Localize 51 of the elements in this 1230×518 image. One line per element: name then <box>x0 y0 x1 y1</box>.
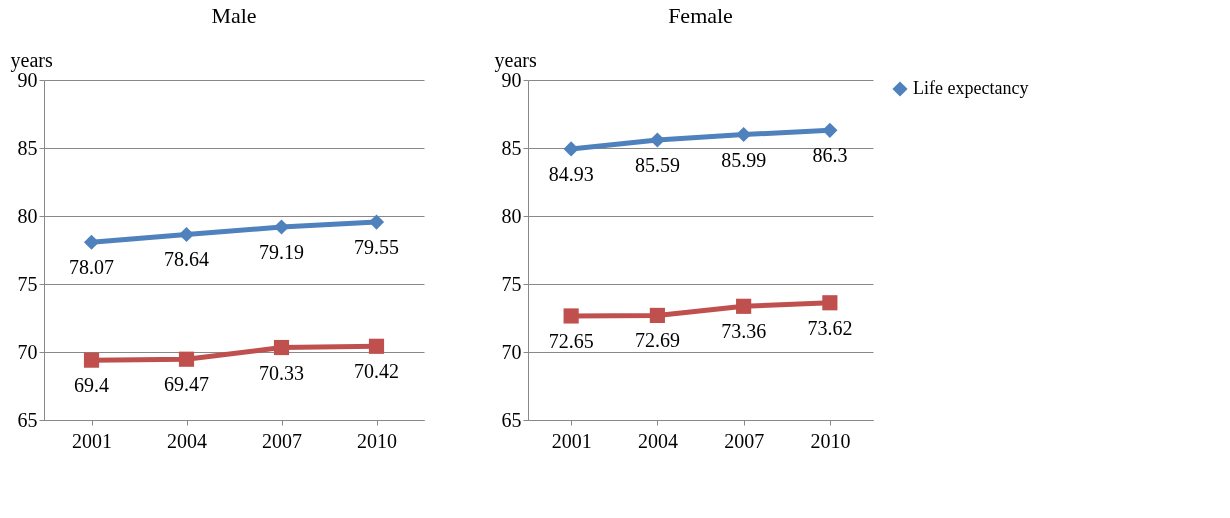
data-label: 78.07 <box>69 256 114 279</box>
x-tick-label: 2004 <box>637 429 678 452</box>
point <box>649 307 665 323</box>
y-tick-label: 80 <box>17 204 38 227</box>
data-label: 69.47 <box>164 373 209 396</box>
chart-title: Female <box>668 3 733 28</box>
point <box>178 351 195 367</box>
x-tick-label: 2004 <box>167 429 207 452</box>
point <box>83 352 100 368</box>
data-label: 70.42 <box>354 360 399 383</box>
data-label: 73.62 <box>807 316 853 339</box>
x-tick-label: 2001 <box>551 429 592 452</box>
point <box>822 122 838 138</box>
data-label: 79.55 <box>354 236 399 259</box>
y-tick-label: 85 <box>501 136 522 159</box>
y-tick-label: 80 <box>501 204 522 227</box>
x-tick-label: 2007 <box>262 429 302 452</box>
y-tick-label: 65 <box>17 408 38 431</box>
y-tick-label: 70 <box>501 340 522 363</box>
point <box>736 298 752 314</box>
x-tick-label: 2010 <box>810 429 851 452</box>
data-label: 72.69 <box>634 329 680 352</box>
legend-label: Life expectancy <box>913 78 1029 98</box>
point <box>563 141 579 157</box>
point <box>368 338 385 354</box>
data-label: 72.65 <box>548 329 594 352</box>
point <box>563 308 579 324</box>
data-label: 85.59 <box>634 153 680 176</box>
y-tick-label: 75 <box>17 272 38 295</box>
x-tick-label: 2001 <box>72 429 112 452</box>
data-label: 85.99 <box>721 148 767 171</box>
point <box>822 295 838 311</box>
x-tick-label: 2010 <box>357 429 397 452</box>
data-label: 70.33 <box>259 361 304 384</box>
point <box>736 126 752 143</box>
data-label: 86.3 <box>812 144 848 167</box>
data-label: 73.36 <box>721 320 767 343</box>
y-tick-label: 70 <box>17 340 38 363</box>
chart-title: Male <box>211 3 257 28</box>
y-tick-label: 85 <box>17 136 38 159</box>
x-tick-label: 2007 <box>724 429 765 452</box>
data-label: 79.19 <box>259 241 304 264</box>
point <box>178 226 195 243</box>
data-label: 84.93 <box>548 162 594 185</box>
point <box>273 339 290 356</box>
data-label: 69.4 <box>74 374 109 397</box>
data-label: 78.64 <box>164 248 209 271</box>
point <box>649 132 665 148</box>
point <box>83 234 100 250</box>
y-tick-label: 75 <box>501 272 522 295</box>
y-tick-label: 65 <box>501 408 522 431</box>
